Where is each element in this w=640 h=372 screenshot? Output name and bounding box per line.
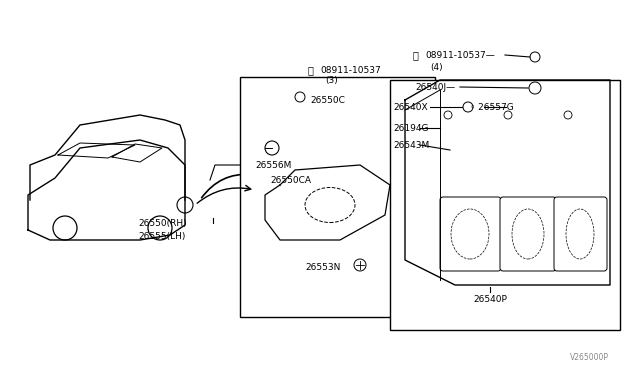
Text: 26556M: 26556M (255, 160, 291, 170)
Text: 26540J—: 26540J— (415, 83, 455, 92)
FancyBboxPatch shape (240, 77, 435, 317)
Text: 26540P: 26540P (473, 295, 507, 305)
Text: 26194G: 26194G (393, 124, 429, 132)
FancyBboxPatch shape (554, 197, 607, 271)
FancyBboxPatch shape (390, 80, 620, 330)
Text: 26550(RH)
26555(LH): 26550(RH) 26555(LH) (138, 219, 187, 241)
FancyBboxPatch shape (440, 197, 501, 271)
Text: 26550C: 26550C (310, 96, 345, 105)
FancyBboxPatch shape (500, 197, 556, 271)
FancyArrowPatch shape (202, 171, 250, 198)
Text: (3): (3) (325, 76, 338, 84)
Text: 26550CA: 26550CA (270, 176, 311, 185)
Text: ◦ 26557G: ◦ 26557G (470, 103, 514, 112)
Text: V265000P: V265000P (570, 353, 609, 362)
Text: 08911-10537—: 08911-10537— (425, 51, 495, 60)
Text: Ⓝ: Ⓝ (307, 65, 313, 75)
Text: 26543M: 26543M (393, 141, 429, 150)
Text: (4): (4) (430, 62, 443, 71)
Text: 26553N: 26553N (305, 263, 340, 273)
Text: Ⓝ: Ⓝ (412, 50, 418, 60)
Text: 26540X: 26540X (393, 103, 428, 112)
Text: 08911-10537: 08911-10537 (320, 65, 381, 74)
